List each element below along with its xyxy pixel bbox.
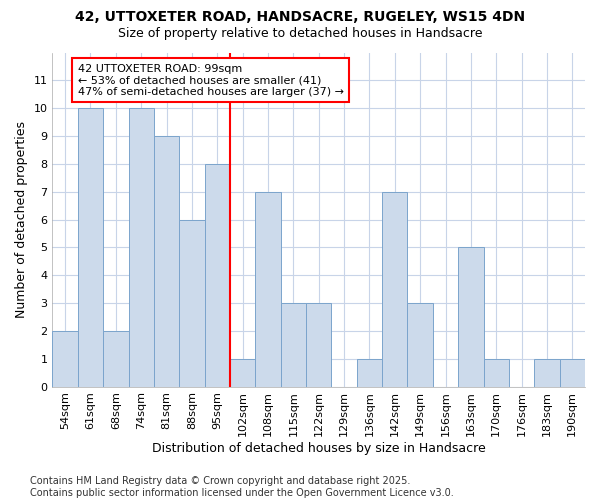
Bar	[382, 192, 407, 386]
Text: 42 UTTOXETER ROAD: 99sqm
← 53% of detached houses are smaller (41)
47% of semi-d: 42 UTTOXETER ROAD: 99sqm ← 53% of detach…	[78, 64, 344, 97]
Bar	[205, 164, 230, 386]
Bar	[230, 358, 256, 386]
Bar	[256, 192, 281, 386]
Text: Size of property relative to detached houses in Handsacre: Size of property relative to detached ho…	[118, 28, 482, 40]
Bar	[458, 248, 484, 386]
Bar	[534, 358, 560, 386]
Bar	[78, 108, 103, 386]
Bar	[407, 303, 433, 386]
Bar	[103, 331, 128, 386]
Bar	[128, 108, 154, 386]
Bar	[484, 358, 509, 386]
Text: Contains HM Land Registry data © Crown copyright and database right 2025.
Contai: Contains HM Land Registry data © Crown c…	[30, 476, 454, 498]
Bar	[306, 303, 331, 386]
Bar	[560, 358, 585, 386]
Bar	[154, 136, 179, 386]
Bar	[179, 220, 205, 386]
Bar	[52, 331, 78, 386]
Bar	[281, 303, 306, 386]
X-axis label: Distribution of detached houses by size in Handsacre: Distribution of detached houses by size …	[152, 442, 485, 455]
Y-axis label: Number of detached properties: Number of detached properties	[15, 121, 28, 318]
Text: 42, UTTOXETER ROAD, HANDSACRE, RUGELEY, WS15 4DN: 42, UTTOXETER ROAD, HANDSACRE, RUGELEY, …	[75, 10, 525, 24]
Bar	[357, 358, 382, 386]
